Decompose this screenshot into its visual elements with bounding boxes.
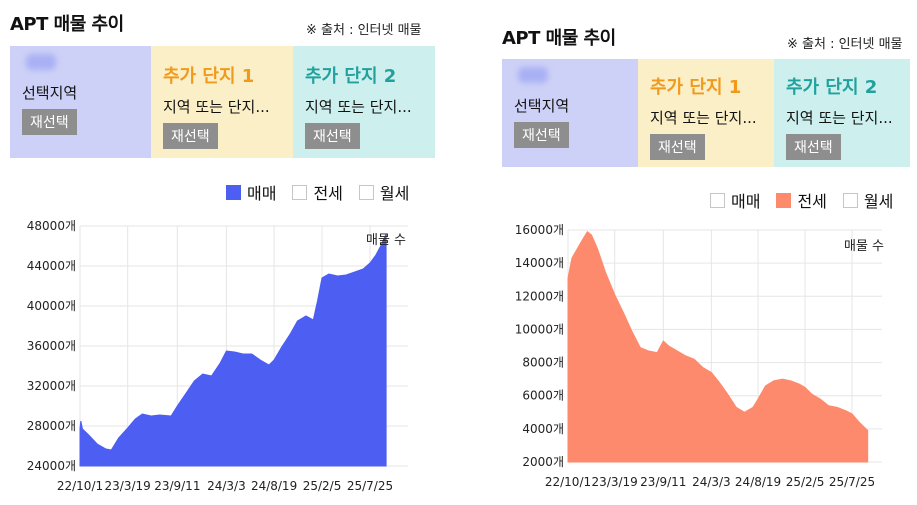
y-tick-label: 36000개 (27, 339, 76, 353)
complex-cards: 선택지역 재선택 추가 단지 1 지역 또는 단지... 재선택 추가 단지 2… (10, 46, 435, 158)
chart-legend: 매매 전세 월세 (226, 180, 409, 204)
monthly-rent-checkbox[interactable] (358, 184, 374, 200)
monthly-rent-checkbox[interactable] (842, 192, 858, 208)
reselect-extra1-button[interactable]: 재선택 (163, 123, 218, 149)
right-panel: APT 매물 추이 ※ 출처 : 인터넷 매물 선택지역 재선택 추가 단지 1… (492, 0, 917, 505)
card-extra1-placeholder: 지역 또는 단지... (650, 109, 757, 127)
page-title: APT 매물 추이 (502, 28, 616, 49)
legend-sale[interactable]: 매매 (226, 180, 276, 204)
legend-sale-label: 매매 (247, 184, 277, 203)
reselect-region-button[interactable]: 재선택 (514, 122, 569, 148)
y-tick-label: 24000개 (27, 459, 76, 473)
legend-jeonse[interactable]: 전세 (292, 180, 343, 204)
x-tick-label: 25/2/5 (786, 475, 825, 489)
complex-cards: 선택지역 재선택 추가 단지 1 지역 또는 단지... 재선택 추가 단지 2… (502, 59, 910, 167)
jeonse-checkbox[interactable] (776, 192, 792, 208)
x-tick-label: 24/3/3 (692, 475, 731, 489)
legend-jeonse-label: 전세 (797, 192, 827, 211)
legend-monthly-rent[interactable]: 월세 (842, 188, 894, 212)
y-tick-label: 12000개 (515, 289, 564, 303)
y-tick-label: 10000개 (515, 322, 564, 336)
reselect-region-button[interactable]: 재선택 (22, 109, 77, 135)
card-extra2-placeholder: 지역 또는 단지... (786, 109, 893, 127)
legend-monthly-rent-label: 월세 (863, 192, 894, 211)
x-tick-label: 24/3/3 (207, 479, 246, 493)
x-tick-label: 23/3/19 (105, 479, 151, 493)
y-tick-label: 48000개 (27, 219, 76, 233)
y-tick-label: 14000개 (515, 256, 564, 270)
series-area (567, 230, 869, 463)
series-annotation: 매물 수 (844, 239, 884, 254)
card-region[interactable]: 선택지역 재선택 (10, 46, 151, 158)
sale-listing-chart: 24000개 28000개 32000개 36000개 40000개 44000개 4800… (27, 219, 408, 493)
jeonse-listing-chart: 2000개 4000개 6000개 8000개 10000개 12000개 14000개 16… (515, 223, 884, 489)
x-tick-label: 24/8/19 (735, 475, 781, 489)
card-extra-complex-2[interactable]: 추가 단지 2 지역 또는 단지... 재선택 (293, 46, 435, 158)
card-extra-complex-2[interactable]: 추가 단지 2 지역 또는 단지... 재선택 (774, 59, 910, 167)
x-tick-label: 22/10/1 (545, 475, 591, 489)
x-tick-label: 24/8/19 (251, 479, 297, 493)
x-tick-label: 25/7/25 (347, 479, 393, 493)
region-name-blurred (26, 54, 56, 70)
legend-jeonse-label: 전세 (313, 184, 343, 203)
reselect-extra2-button[interactable]: 재선택 (786, 134, 841, 160)
x-tick-label: 23/3/19 (592, 475, 638, 489)
y-tick-label: 32000개 (27, 379, 76, 393)
series-area (79, 233, 387, 467)
y-tick-label: 2000개 (522, 455, 564, 469)
x-tick-label: 22/10/1 (57, 479, 103, 493)
left-panel: APT 매물 추이 ※ 출처 : 인터넷 매물 선택지역 재선택 추가 단지 1… (0, 0, 445, 505)
legend-monthly-rent-label: 월세 (379, 184, 410, 203)
card-extra1-heading: 추가 단지 1 (650, 77, 742, 98)
card-extra1-placeholder: 지역 또는 단지... (163, 98, 270, 116)
region-name-blurred (518, 67, 548, 83)
x-tick-label: 25/2/5 (303, 479, 342, 493)
y-tick-label: 28000개 (27, 419, 76, 433)
y-tick-label: 44000개 (27, 259, 76, 273)
card-region[interactable]: 선택지역 재선택 (502, 59, 638, 167)
card-extra-complex-1[interactable]: 추가 단지 1 지역 또는 단지... 재선택 (151, 46, 293, 158)
y-tick-label: 6000개 (522, 389, 564, 403)
y-tick-label: 4000개 (522, 422, 564, 436)
x-tick-label: 23/9/11 (154, 479, 200, 493)
source-note: ※ 출처 : 인터넷 매물 (787, 37, 903, 52)
series-annotation: 매물 수 (366, 233, 406, 248)
legend-monthly-rent[interactable]: 월세 (358, 180, 410, 204)
source-note: ※ 출처 : 인터넷 매물 (306, 23, 422, 38)
page-title: APT 매물 추이 (10, 14, 124, 35)
sale-checkbox[interactable] (710, 192, 725, 208)
x-tick-label: 23/9/11 (640, 475, 686, 489)
card-extra2-heading: 추가 단지 2 (786, 77, 878, 98)
card-extra1-heading: 추가 단지 1 (163, 66, 255, 87)
y-tick-label: 16000개 (515, 223, 564, 237)
legend-sale-label: 매매 (731, 192, 761, 211)
card-region-label: 선택지역 (22, 84, 78, 102)
card-region-label: 선택지역 (514, 97, 570, 115)
card-extra2-placeholder: 지역 또는 단지... (305, 98, 412, 116)
legend-sale[interactable]: 매매 (710, 188, 760, 212)
x-tick-label: 25/7/25 (829, 475, 875, 489)
reselect-extra1-button[interactable]: 재선택 (650, 134, 705, 160)
jeonse-checkbox[interactable] (292, 184, 308, 200)
card-extra-complex-1[interactable]: 추가 단지 1 지역 또는 단지... 재선택 (638, 59, 774, 167)
reselect-extra2-button[interactable]: 재선택 (305, 123, 360, 149)
legend-jeonse[interactable]: 전세 (776, 188, 827, 212)
chart-legend: 매매 전세 월세 (710, 188, 893, 212)
sale-checkbox[interactable] (226, 184, 241, 200)
y-tick-label: 40000개 (27, 299, 76, 313)
card-extra2-heading: 추가 단지 2 (305, 66, 397, 87)
y-tick-label: 8000개 (522, 356, 564, 370)
